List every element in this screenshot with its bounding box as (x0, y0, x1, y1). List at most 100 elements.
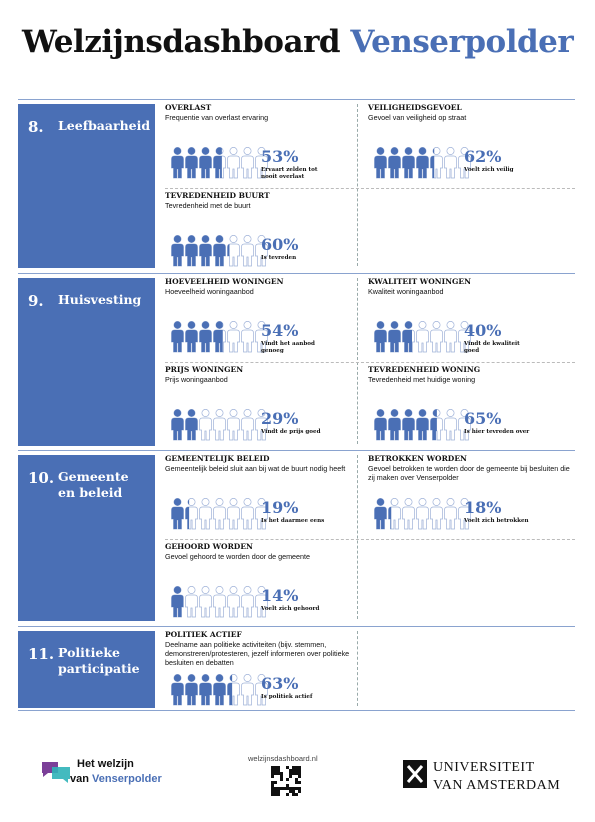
person-body (241, 417, 254, 441)
icons-filled (171, 409, 198, 440)
person-body (402, 506, 415, 530)
person-body (227, 244, 230, 266)
caption: Is tevreden (261, 255, 297, 261)
section-header: 9. Huisvesting (18, 278, 155, 446)
person-head (460, 321, 469, 329)
indicator-title: GEHOORD WORDEN (165, 542, 253, 551)
logo-icon (42, 762, 70, 783)
person-icons (171, 586, 268, 618)
person-head (460, 498, 469, 506)
person-head (257, 498, 266, 506)
qr-cell (298, 772, 301, 775)
section-header: 11. Politieke participatie (18, 631, 155, 708)
qr-cell (286, 787, 289, 790)
person-body (388, 418, 401, 440)
qr-cell (277, 772, 280, 775)
person-head (201, 586, 210, 594)
person-body (213, 683, 226, 705)
person-head (187, 674, 196, 682)
person-body (416, 418, 429, 440)
person-icons (374, 409, 471, 441)
person-head (257, 586, 266, 594)
person-icons (374, 147, 471, 179)
qr-cell (298, 775, 301, 778)
person-head (215, 498, 224, 506)
caption: Voelt zich veilig (464, 167, 514, 173)
person-body (241, 329, 254, 353)
person-body (416, 329, 429, 353)
qr-cell (274, 793, 277, 796)
indicator: BETROKKEN WORDEN Gevoel betrokken te word… (368, 454, 570, 538)
indicator: PRIJS WONINGEN Prijs woningaanbod 29% Vindt… (165, 365, 365, 449)
section-title: Huisvesting (58, 292, 142, 307)
percent-label: 63% (261, 674, 299, 693)
indicator-subtitle: Hoeveelheid woningaanbod (165, 287, 254, 296)
indicator-title: HOEVEELHEID WONINGEN (165, 277, 284, 286)
caption: Is het daarmee eens (261, 518, 325, 524)
person-head (257, 674, 266, 682)
qr-cell (289, 787, 292, 790)
person-head (418, 498, 427, 506)
qr-cell (280, 787, 283, 790)
person-head (187, 409, 196, 417)
person-body (171, 330, 184, 352)
person-body (199, 156, 212, 178)
qr-cell (298, 781, 301, 784)
person-head (229, 674, 233, 682)
person-head (173, 409, 182, 417)
person-body (458, 155, 471, 179)
url: welzijnsdashboard.nl (248, 754, 318, 763)
indicator-subtitle: Frequentie van overlast ervaring (165, 113, 269, 122)
person-head (432, 147, 441, 155)
person-body (255, 155, 268, 179)
indicator-title: BETROKKEN WORDEN (368, 454, 467, 463)
qr-cell (277, 790, 280, 793)
person-head (446, 409, 455, 417)
qr-cell (277, 793, 280, 796)
person-head (229, 409, 238, 417)
indicator: VEILIGHEIDSGEVOEL Gevoel van veiligheid o… (368, 103, 568, 187)
person-head (460, 409, 469, 417)
person-body (255, 417, 268, 441)
person-body (171, 156, 184, 178)
icons-filled (171, 321, 223, 352)
indicator: KWALITEIT WONINGEN Kwaliteit woningaanbod… (368, 277, 568, 361)
qr-cell (283, 787, 286, 790)
person-body (255, 594, 268, 618)
person-body (185, 156, 198, 178)
person-body (444, 417, 457, 441)
percent-label: 60% (261, 235, 299, 254)
person-body (199, 594, 212, 618)
person-body (430, 506, 443, 530)
person-body (402, 330, 412, 352)
qr-cell (295, 778, 298, 781)
qr-cell (298, 790, 301, 793)
qr-cell (298, 766, 301, 769)
indicator-subtitle: Kwaliteit woningaanbod (368, 287, 444, 296)
person-head (173, 498, 182, 506)
person-head (187, 586, 196, 594)
person-head (229, 147, 238, 155)
person-body (388, 156, 401, 178)
person-head (243, 409, 252, 417)
qr-cell (271, 787, 274, 790)
person-body (255, 682, 268, 706)
column-separator (357, 455, 358, 619)
qr-cell (286, 784, 289, 787)
person-body (444, 155, 457, 179)
qr-cell (286, 766, 289, 769)
person-body (171, 683, 184, 705)
logo-text-prefix: van (70, 773, 89, 785)
page-title: Welzijnsdashboard Venserpolder (22, 24, 574, 60)
person-head (229, 586, 238, 594)
person-body (241, 682, 254, 706)
qr-cell (289, 775, 292, 778)
person-head (229, 498, 238, 506)
person-body (255, 329, 268, 353)
person-head (173, 674, 182, 682)
qr-cell (277, 766, 280, 769)
caption: Voelt zich gehoord (261, 606, 320, 612)
qr-cell (292, 790, 295, 793)
person-body (402, 418, 415, 440)
